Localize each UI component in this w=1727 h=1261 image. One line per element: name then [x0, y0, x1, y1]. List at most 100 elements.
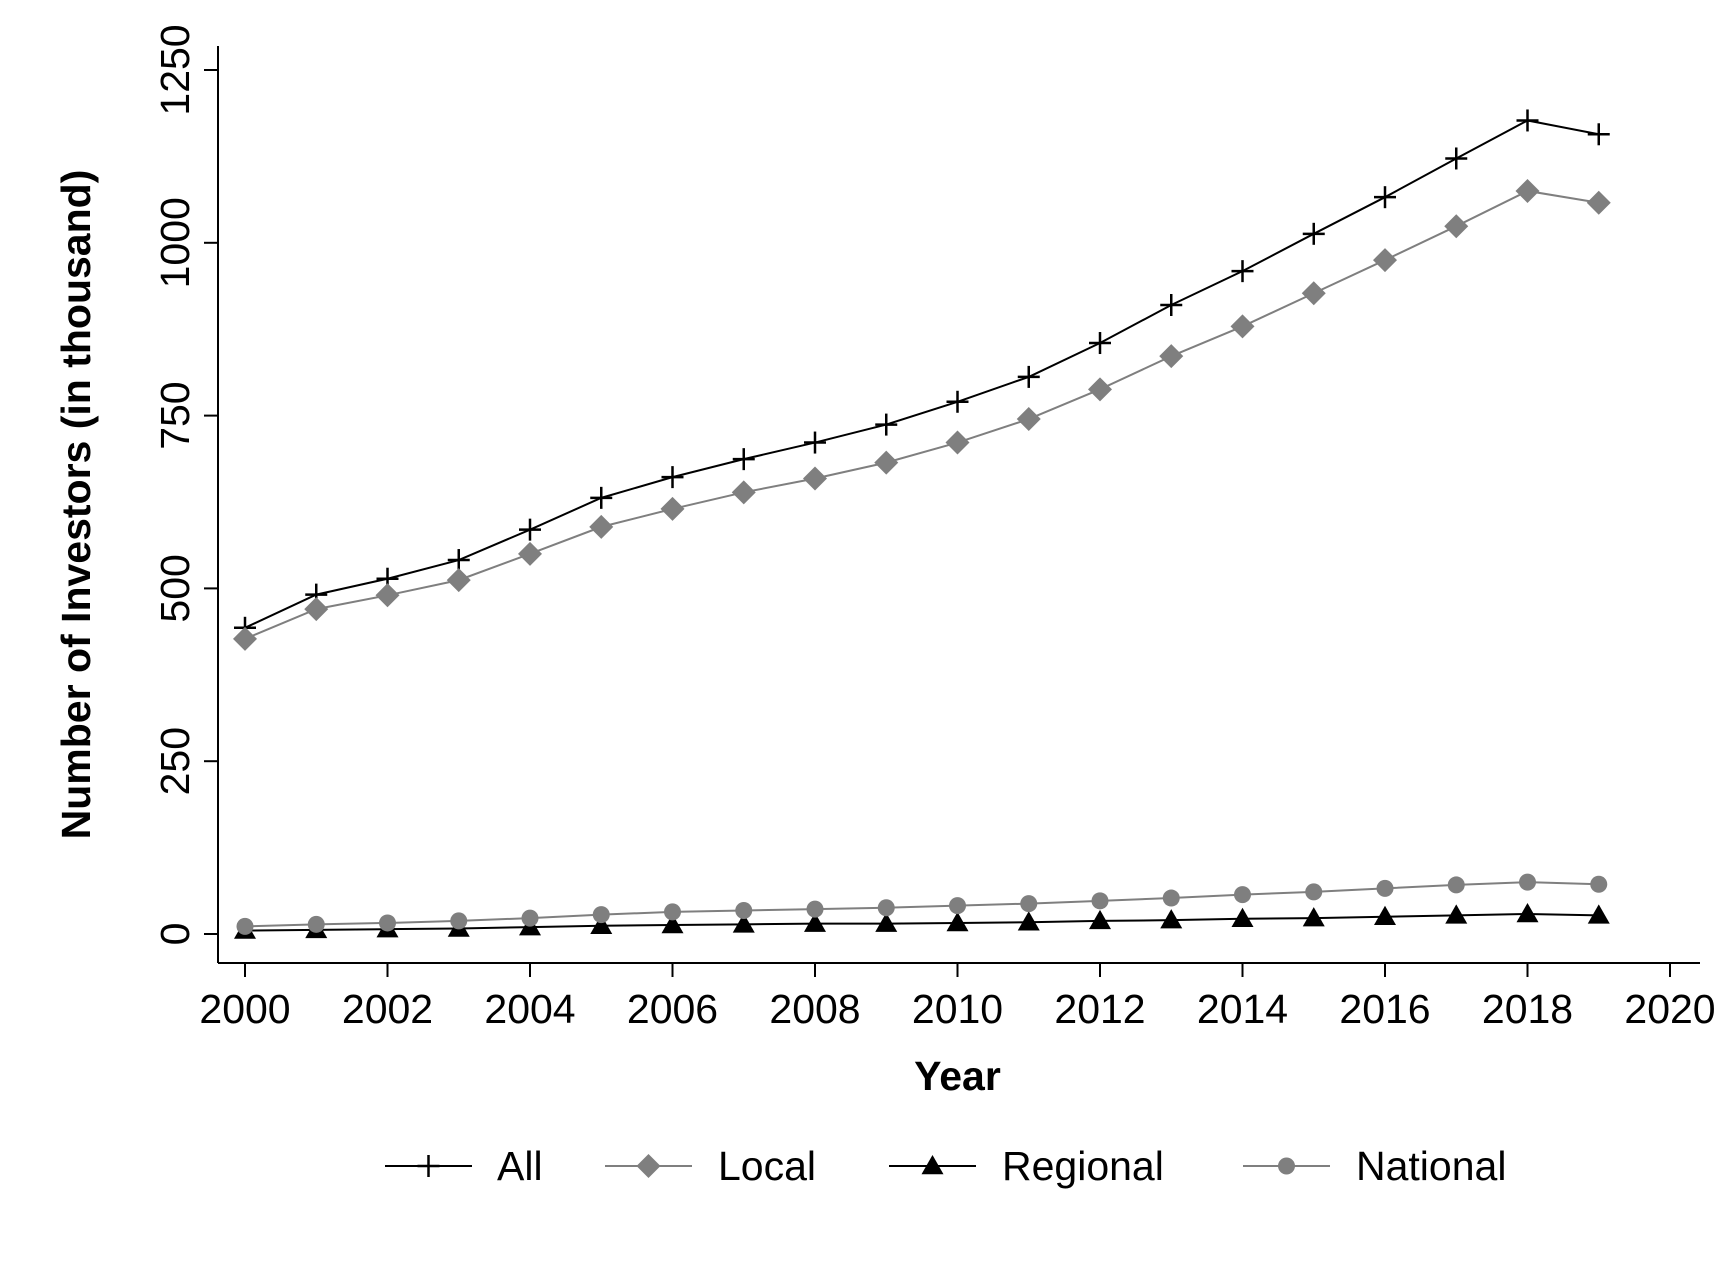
- data-point-regional: [1231, 907, 1254, 928]
- series-line-regional: [244, 912, 1599, 932]
- y-ticks: 0 250 500 750 1000 1250: [152, 24, 218, 945]
- data-point-local: [1515, 178, 1540, 203]
- data-point-national: [1376, 879, 1394, 897]
- data-point-national: [592, 906, 610, 924]
- data-point-local: [660, 496, 685, 521]
- data-point-national: [1447, 876, 1465, 894]
- data-point-all: [1445, 147, 1468, 170]
- legend-item-regional: Regional: [889, 1143, 1164, 1189]
- data-point-local: [1586, 190, 1611, 215]
- data-point-local: [304, 597, 329, 622]
- data-point-all: [590, 486, 613, 509]
- data-point-national: [1020, 895, 1038, 913]
- data-point-regional: [1587, 904, 1610, 924]
- data-point-local: [945, 430, 970, 455]
- data-point-local: [731, 480, 756, 505]
- data-point-all: [1160, 294, 1183, 317]
- legend-marker-regional: [921, 1155, 944, 1175]
- data-point-national: [450, 912, 468, 930]
- data-point-national: [521, 909, 539, 927]
- legend-item-all: All: [385, 1143, 543, 1189]
- data-point-all: [732, 448, 755, 471]
- x-tick-label: 2012: [1054, 986, 1145, 1032]
- data-point-national: [1305, 883, 1323, 901]
- series-line-local: [244, 189, 1599, 640]
- legend: All Local Regional National: [385, 1143, 1506, 1189]
- x-ticks: 2000 2002 2004 2006 2008 2010 2012 2014 2016 2018…: [199, 963, 1716, 1032]
- y-tick-label: 250: [152, 727, 198, 795]
- series-markers: [233, 109, 1611, 939]
- data-point-local: [233, 626, 257, 651]
- y-axis-title: Number of Investors (in thousand): [53, 170, 99, 840]
- x-tick-label: 2000: [199, 986, 290, 1032]
- data-point-all: [1017, 365, 1040, 388]
- data-point-local: [375, 583, 400, 608]
- data-point-regional: [946, 911, 969, 932]
- x-axis-title: Year: [914, 1053, 1001, 1099]
- data-point-all: [1231, 260, 1254, 283]
- legend-marker-national: [1278, 1157, 1295, 1175]
- data-point-all: [875, 413, 898, 436]
- y-tick-label: 750: [152, 381, 198, 449]
- x-tick-label: 2016: [1339, 986, 1430, 1032]
- data-point-local: [1230, 314, 1255, 339]
- data-point-regional: [1089, 909, 1111, 930]
- legend-item-local: Local: [605, 1143, 816, 1189]
- x-tick-label: 2004: [484, 986, 575, 1032]
- data-point-all: [1089, 332, 1111, 355]
- data-point-all: [1587, 123, 1610, 146]
- data-point-national: [1162, 889, 1180, 907]
- data-point-national: [1234, 886, 1251, 904]
- data-point-all: [519, 518, 541, 541]
- legend-marker-local: [636, 1154, 661, 1178]
- data-point-regional: [1160, 909, 1183, 929]
- x-tick-label: 2010: [912, 986, 1003, 1032]
- data-point-local: [518, 541, 542, 566]
- data-point-local: [1088, 377, 1112, 402]
- x-tick-label: 2008: [769, 986, 860, 1032]
- data-point-national: [806, 900, 824, 918]
- data-point-national: [877, 899, 895, 917]
- x-tick-label: 2006: [627, 986, 718, 1032]
- data-point-regional: [1445, 904, 1468, 924]
- data-point-all: [946, 390, 969, 413]
- legend-item-national: National: [1243, 1143, 1506, 1189]
- data-point-national: [1091, 892, 1109, 910]
- y-tick-label: 0: [152, 923, 198, 946]
- data-point-regional: [875, 912, 898, 932]
- legend-label: Regional: [1002, 1143, 1164, 1189]
- data-point-all: [661, 466, 684, 489]
- data-point-local: [1159, 344, 1184, 369]
- x-tick-label: 2020: [1624, 986, 1715, 1032]
- data-point-national: [379, 914, 396, 932]
- data-point-national: [1590, 875, 1608, 893]
- data-point-local: [874, 450, 899, 475]
- data-point-all: [1302, 222, 1325, 245]
- data-point-local: [1016, 407, 1041, 432]
- data-point-national: [949, 897, 966, 915]
- series-line-all: [244, 119, 1599, 629]
- x-tick-label: 2018: [1482, 986, 1573, 1032]
- data-point-local: [589, 514, 614, 539]
- data-point-local: [1373, 248, 1397, 273]
- data-point-all: [1374, 186, 1396, 209]
- data-point-regional: [1017, 911, 1040, 931]
- data-point-all: [447, 549, 470, 572]
- data-point-national: [236, 917, 254, 935]
- data-point-national: [307, 915, 325, 933]
- y-tick-label: 1250: [152, 24, 198, 115]
- x-tick-label: 2014: [1197, 986, 1288, 1032]
- y-tick-label: 500: [152, 554, 198, 622]
- data-point-regional: [804, 912, 826, 932]
- data-point-regional: [1374, 905, 1396, 925]
- data-point-national: [664, 903, 681, 921]
- data-point-all: [804, 431, 826, 454]
- data-point-all: [1516, 109, 1539, 132]
- data-point-local: [1301, 281, 1326, 306]
- series-line-national: [244, 881, 1599, 928]
- series-lines: [244, 119, 1599, 932]
- data-point-national: [1519, 873, 1536, 891]
- legend-label: Local: [718, 1143, 816, 1189]
- data-point-regional: [1302, 907, 1325, 927]
